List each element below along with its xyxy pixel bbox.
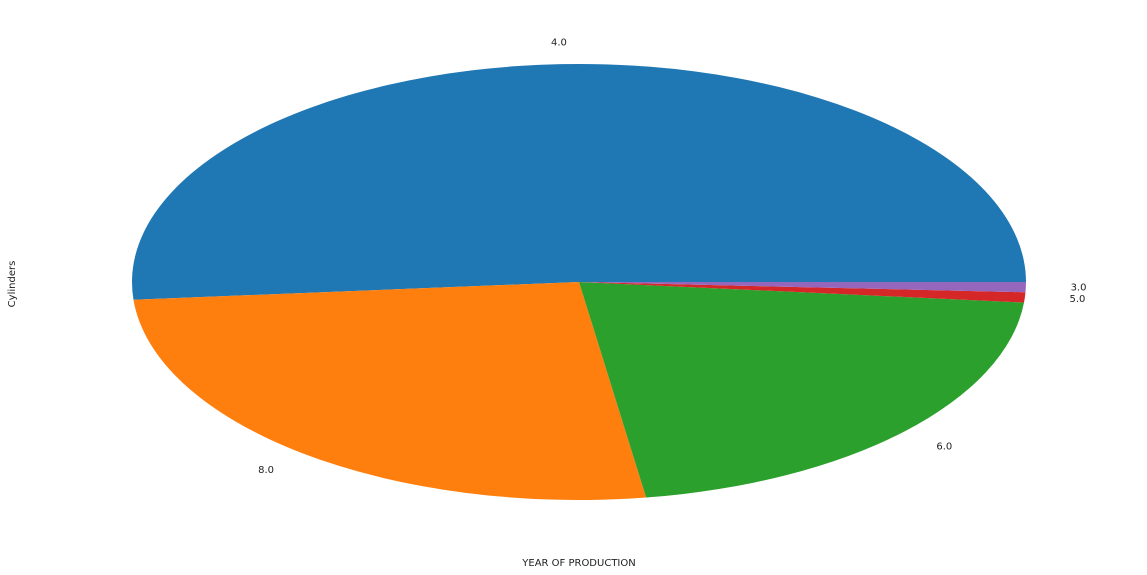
x-axis-label: YEAR OF PRODUCTION [521, 558, 635, 569]
pie-label-6-0: 6.0 [936, 442, 952, 453]
pie-label-5-0: 5.0 [1069, 294, 1085, 305]
pie-slice-8-0 [133, 282, 647, 500]
pie-slice-4-0 [131, 63, 1026, 300]
pie-label-8-0: 8.0 [258, 465, 274, 476]
pie-slice-5-0 [579, 282, 1026, 303]
pie-slices [131, 63, 1026, 500]
y-axis-label: Cylinders [7, 261, 18, 308]
pie-labels: 4.0 8.0 6.0 5.03.0 [258, 37, 1086, 476]
pie-slice-6-0 [579, 282, 1025, 498]
pie-slice-3-0 [579, 282, 1026, 293]
pie-label-4-0: 4.0 [551, 37, 567, 48]
pie-label-3-0: 3.0 [1071, 283, 1087, 294]
